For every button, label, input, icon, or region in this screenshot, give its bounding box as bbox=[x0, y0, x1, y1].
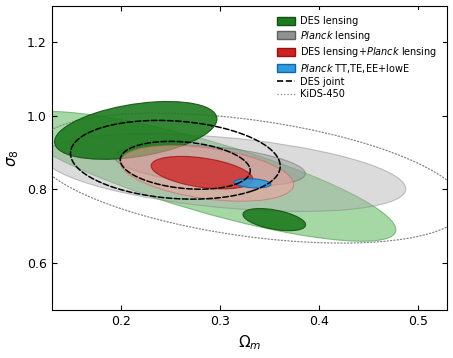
Ellipse shape bbox=[120, 145, 294, 201]
Legend: DES lensing, $\it{Planck}$ lensing, DES lensing+$\it{Planck}$ lensing, $\it{Plan: DES lensing, $\it{Planck}$ lensing, DES … bbox=[271, 10, 443, 105]
X-axis label: $\Omega_m$: $\Omega_m$ bbox=[238, 334, 261, 352]
Ellipse shape bbox=[151, 156, 253, 189]
Ellipse shape bbox=[234, 179, 271, 188]
Ellipse shape bbox=[115, 145, 305, 186]
Ellipse shape bbox=[14, 111, 396, 241]
Ellipse shape bbox=[44, 134, 406, 212]
Ellipse shape bbox=[54, 102, 217, 159]
Y-axis label: $\sigma_8$: $\sigma_8$ bbox=[5, 149, 21, 167]
Ellipse shape bbox=[243, 209, 306, 231]
